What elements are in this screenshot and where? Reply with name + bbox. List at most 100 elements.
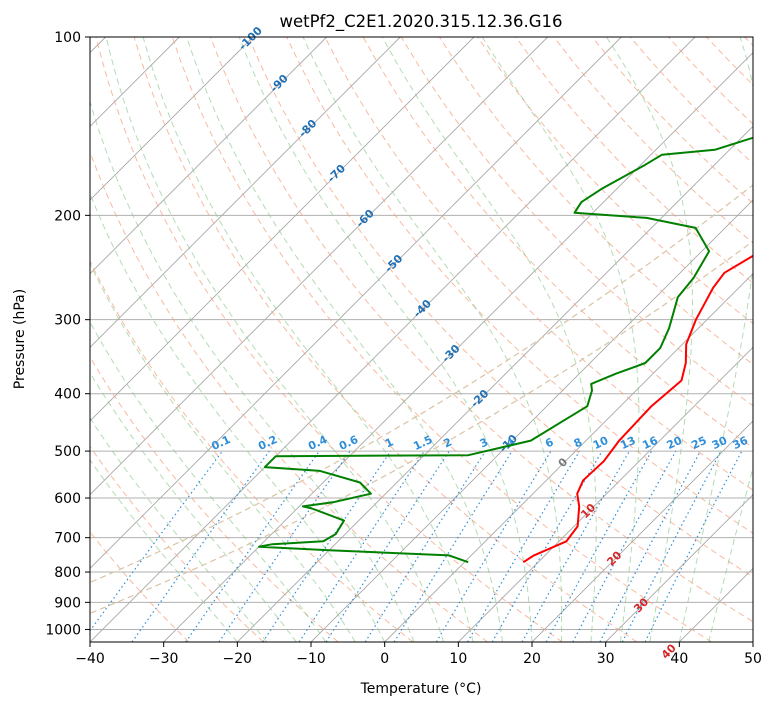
x-tick-label: 10 — [449, 651, 467, 667]
reference-curve — [90, 184, 753, 584]
mixing-ratio-label: 20 — [665, 434, 685, 452]
x-tick-label: 40 — [670, 651, 688, 667]
mixing-ratio-label: 6 — [543, 435, 556, 450]
isotherm-line — [458, 346, 753, 642]
mixing-ratio-line — [90, 450, 223, 632]
y-tick-label: 1000 — [45, 622, 81, 638]
moist-adiabat-line — [186, 37, 503, 642]
moist-adiabat-line — [708, 465, 753, 642]
isotherm-label: -100 — [236, 24, 265, 53]
mixing-ratio-label: 0.2 — [256, 433, 279, 453]
temperature-line — [522, 254, 753, 564]
isotherm-label: -80 — [296, 117, 319, 140]
dry-adiabat-line — [95, 37, 563, 642]
mixing-ratio-label: 36 — [731, 434, 751, 452]
x-axis-title: Temperature (°C) — [360, 681, 482, 697]
background-lines — [90, 37, 753, 642]
dry-adiabat-line — [90, 356, 339, 642]
isotherm-label: -50 — [382, 252, 405, 275]
dry-adiabat-line — [515, 37, 753, 284]
mixing-ratio-label: 0.1 — [209, 433, 232, 453]
dry-adiabat-line — [286, 37, 753, 534]
chart-title: wetPf2_C2E1.2020.315.12.36.G16 — [279, 12, 562, 32]
moist-adiabat-line — [90, 99, 415, 642]
mixing-ratio-label: 13 — [618, 434, 637, 452]
mixing-ratio-line — [599, 450, 702, 642]
moist-adiabat-line — [105, 37, 445, 642]
mixing-ratio-line — [545, 450, 653, 642]
y-tick-label: 900 — [54, 595, 81, 611]
moist-adiabat-line — [678, 37, 753, 642]
plot-frame — [89, 36, 754, 643]
mixing-ratio-line — [325, 450, 450, 642]
moist-adiabat-line — [238, 37, 533, 642]
isotherm-label: 0 — [556, 455, 571, 470]
mixing-ratio-label: 25 — [689, 434, 708, 452]
isotherm-label: -40 — [411, 297, 434, 320]
mixing-ratio-line — [298, 450, 425, 642]
dry-adiabat-line — [90, 150, 488, 642]
x-tick-label: 20 — [523, 651, 541, 667]
moist-adiabat-line — [90, 371, 297, 642]
isotherm-line — [90, 37, 327, 275]
mixing-ratio-line — [521, 450, 631, 642]
isotherm-line — [605, 494, 753, 642]
moist-adiabat-line — [481, 37, 640, 642]
mixing-ratio-label: 30 — [710, 434, 730, 452]
mixing-ratio-label: 0.4 — [306, 433, 329, 453]
mixing-ratio-label: 1.5 — [411, 433, 434, 453]
dry-adiabat-line — [668, 37, 753, 125]
dry-adiabat-line — [706, 37, 753, 86]
isotherm-label: -20 — [468, 387, 491, 410]
isotherm-line — [752, 641, 753, 642]
profile-lines — [258, 136, 753, 564]
mixing-ratio-label: 0.6 — [337, 433, 360, 453]
isotherm-line — [531, 420, 753, 642]
isotherm-line — [384, 273, 753, 642]
dry-adiabat-line — [210, 37, 753, 623]
dry-adiabat-line — [90, 445, 264, 642]
moist-adiabat-line — [381, 37, 597, 642]
dry-adiabat-line — [90, 259, 414, 642]
mixing-ratio-line — [466, 450, 580, 642]
dry-adiabat-line — [171, 37, 712, 642]
mixing-ratio-label: 16 — [640, 434, 660, 452]
mixing-ratio-label: 1 — [383, 435, 395, 450]
dry-adiabat-line — [744, 37, 753, 47]
reference-curve — [90, 240, 753, 614]
mixing-ratio-label: 3 — [478, 435, 490, 450]
x-tick-label: −30 — [149, 651, 179, 667]
isotherm-label: 20 — [604, 548, 624, 568]
isotherm-line — [163, 52, 753, 642]
y-axis-title: Pressure (hPa) — [12, 289, 28, 389]
x-tick-label: 50 — [744, 651, 762, 667]
moist-adiabat-line — [90, 192, 386, 642]
y-tick-label: 300 — [54, 313, 81, 329]
x-axis-ticks: −40 −30 −20 −10 0 10 20 30 40 50 — [75, 642, 762, 667]
mixing-ratio-line — [262, 450, 392, 642]
isotherm-line — [679, 567, 753, 642]
mixing-ratio-line — [572, 450, 677, 642]
isotherm-line — [90, 37, 401, 348]
isotherm-label: -70 — [325, 162, 348, 185]
y-tick-label: 100 — [54, 30, 81, 46]
isotherm-line — [90, 37, 548, 496]
mixing-ratio-line — [364, 450, 486, 642]
y-axis-ticks: 100 200 300 400 500 600 700 800 900 1000 — [45, 30, 90, 638]
dry-adiabat-line — [133, 37, 638, 642]
isotherm-label: -60 — [354, 207, 377, 230]
moist-adiabat-line — [142, 37, 474, 642]
mixing-ratio-label: 8 — [572, 435, 584, 450]
moist-adiabat-line — [302, 37, 563, 642]
x-tick-label: −20 — [223, 651, 253, 667]
moist-adiabat-line — [90, 417, 268, 642]
isotherm-line — [90, 37, 622, 569]
dewpoint-line — [258, 136, 753, 564]
mixing-ratio-labels: 0.1 0.2 0.4 0.6 1 1.5 2 3 4 6 8 10 13 16 20 25 30 36 — [209, 433, 750, 453]
mixing-ratio-line — [393, 450, 513, 642]
mixing-ratio-line — [644, 450, 743, 642]
y-tick-label: 500 — [54, 444, 81, 460]
y-tick-label: 400 — [54, 387, 81, 403]
y-tick-label: 200 — [54, 208, 81, 224]
